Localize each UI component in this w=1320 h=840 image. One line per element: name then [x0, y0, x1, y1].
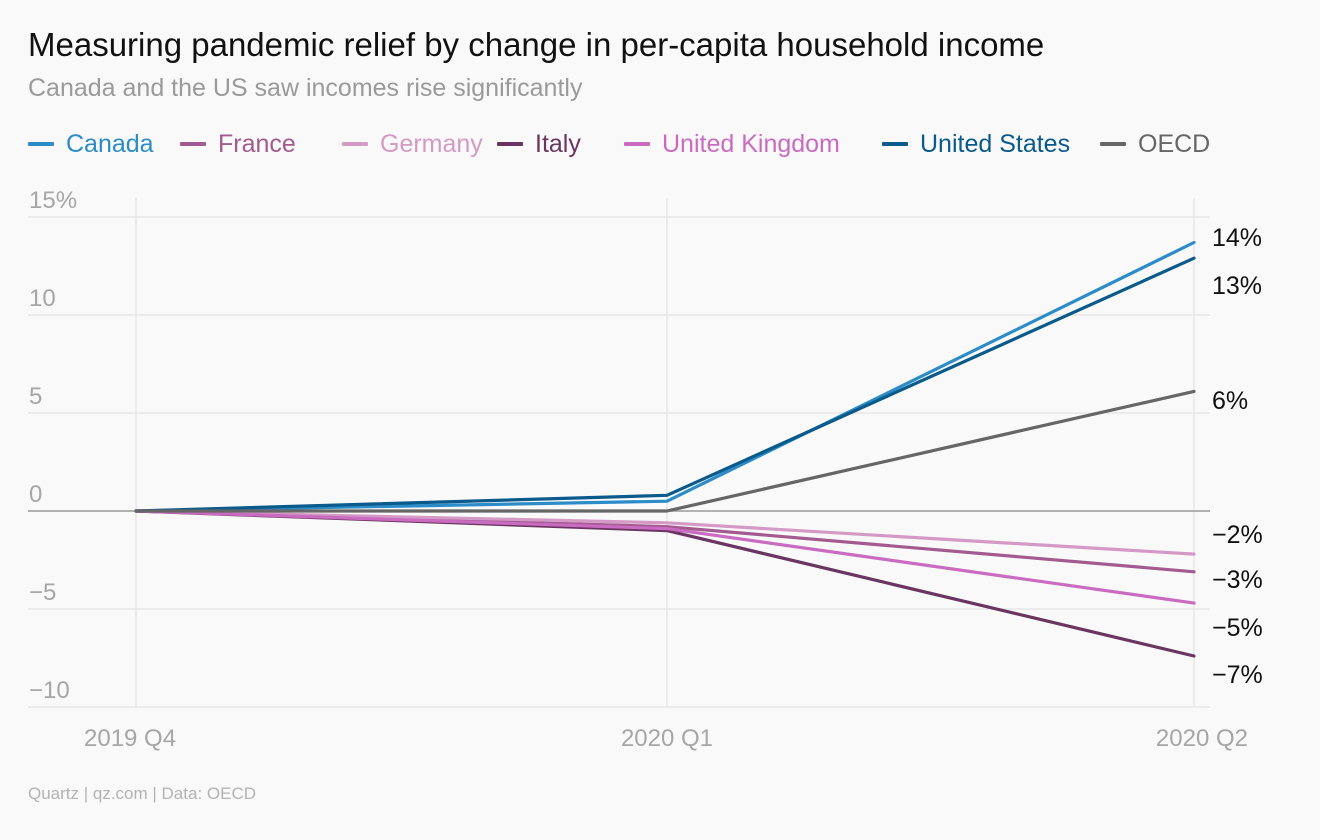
end-value-label: −2% [1212, 521, 1263, 549]
legend-item: OECD [1100, 128, 1210, 160]
legend-swatch [624, 142, 650, 146]
y-tick-label: −10 [29, 677, 70, 704]
end-value-label: 6% [1212, 387, 1248, 415]
legend-item: United States [882, 128, 1070, 160]
x-tick-label: 2020 Q1 [621, 725, 713, 752]
legend-item: France [180, 128, 296, 160]
legend-label: OECD [1138, 130, 1211, 158]
legend-swatch [180, 142, 206, 146]
x-tick-label: 2020 Q2 [1156, 725, 1248, 752]
y-tick-label: 5 [29, 383, 42, 410]
y-tick-label: 0 [29, 481, 42, 508]
end-value-label: −7% [1212, 661, 1263, 689]
legend-item: Germany [342, 128, 483, 160]
legend-swatch [1100, 142, 1126, 146]
legend-swatch [342, 142, 368, 146]
series-line-canada [134, 240, 1196, 513]
legend-label: United States [920, 130, 1071, 158]
legend-swatch [497, 142, 523, 146]
series-line-united-states [134, 256, 1196, 513]
series-line-united-kingdom [134, 509, 1196, 605]
end-value-label: 13% [1212, 272, 1262, 300]
legend-label: Germany [380, 130, 483, 158]
legend-label: France [218, 130, 296, 158]
end-value-label: −3% [1212, 566, 1263, 594]
legend-label: United Kingdom [662, 130, 840, 158]
legend-swatch [882, 142, 908, 146]
series-line-france [134, 509, 1196, 574]
series-line-italy [134, 509, 1196, 658]
end-value-label: −5% [1212, 614, 1263, 642]
legend-label: Canada [66, 130, 154, 158]
x-tick-label: 2019 Q4 [84, 725, 176, 752]
series-line-oecd [134, 389, 1196, 513]
series-line-germany [134, 509, 1196, 556]
y-tick-label: −5 [29, 579, 56, 606]
legend-swatch [28, 142, 54, 146]
chart-subtitle: Canada and the US saw incomes rise signi… [28, 74, 583, 102]
y-tick-label: 15% [29, 187, 77, 214]
source-credit: Quartz | qz.com | Data: OECD [28, 784, 257, 803]
legend-item: Italy [497, 128, 581, 160]
legend-label: Italy [535, 130, 581, 158]
legend-item: Canada [28, 128, 154, 160]
chart-title: Measuring pandemic relief by change in p… [28, 26, 1045, 63]
end-value-label: 14% [1212, 224, 1262, 252]
y-tick-label: 10 [29, 285, 56, 312]
legend-item: United Kingdom [624, 128, 840, 160]
